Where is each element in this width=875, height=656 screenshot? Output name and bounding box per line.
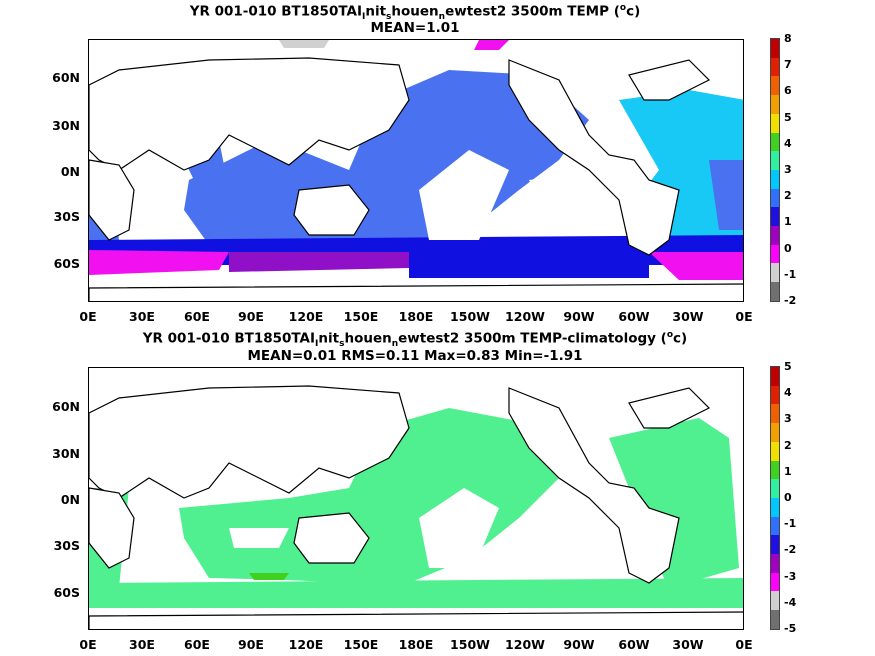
p2-lon-label: 120E (288, 637, 324, 652)
colorbar-swatch (771, 151, 779, 170)
p1-lon-label: 0E (735, 309, 753, 324)
colorbar-swatch (771, 226, 779, 245)
colorbar-label: -3 (784, 569, 797, 583)
colorbar-swatch (771, 479, 779, 498)
p1-lon-label: 150E (343, 309, 379, 324)
p2-lon-label: 90W (563, 637, 595, 652)
p1-lon-label: 90W (563, 309, 595, 324)
colorbar-swatch (771, 367, 779, 386)
p2-lat-0n: 0N (60, 492, 80, 507)
colorbar-label: 3 (784, 412, 792, 426)
colorbar-swatch (771, 591, 779, 611)
p1-lon-label: 120W (505, 309, 545, 324)
p1-lat-30n: 30N (52, 118, 80, 133)
panel1-colorbar (770, 38, 780, 302)
colorbar-swatch (771, 572, 779, 592)
p1-lon-label: 90E (238, 309, 264, 324)
colorbar-label: -2 (784, 543, 797, 557)
panel2-stats: MEAN=0.01 RMS=0.11 Max=0.83 Min=-1.91 (247, 348, 583, 364)
colorbar-label: 2 (784, 189, 792, 203)
colorbar-swatch (771, 169, 779, 189)
colorbar-label: -5 (784, 622, 797, 635)
colorbar-swatch (771, 423, 779, 442)
colorbar-swatch (771, 57, 779, 77)
p1-lon-label: 180E (398, 309, 434, 324)
p1-lon-label: 120E (288, 309, 324, 324)
p2-lat-30s: 30S (53, 538, 80, 553)
colorbar-label: -4 (784, 595, 797, 609)
p2-lon-label: 60W (618, 637, 650, 652)
panel2-map (88, 367, 744, 630)
colorbar-swatch (771, 282, 779, 301)
p2-lat-60n: 60N (52, 399, 80, 414)
colorbar-label: -2 (784, 294, 797, 307)
colorbar-label: 5 (784, 360, 792, 373)
colorbar-swatch (771, 554, 779, 573)
colorbar-label: 7 (784, 58, 792, 72)
colorbar-swatch (771, 76, 779, 96)
colorbar-label: 5 (784, 110, 792, 124)
p2-lon-label: 150W (450, 637, 490, 652)
colorbar-label: 4 (784, 386, 792, 400)
p1-lon-label: 30E (129, 309, 155, 324)
p2-lon-label: 0E (79, 637, 97, 652)
p1-lat-0n: 0N (60, 164, 80, 179)
colorbar-swatch (771, 263, 779, 283)
colorbar-label: -1 (784, 267, 797, 281)
colorbar-label: 0 (784, 491, 792, 504)
colorbar-label: 4 (784, 136, 792, 150)
colorbar-swatch (771, 610, 779, 629)
colorbar-label: 3 (784, 163, 792, 176)
colorbar-label: 6 (784, 84, 792, 98)
p2-lon-label: 60E (184, 637, 210, 652)
colorbar-swatch (771, 497, 779, 517)
p2-lon-label: 0E (735, 637, 753, 652)
p2-lon-label: 30W (672, 637, 704, 652)
p1-lon-label: 30W (672, 309, 704, 324)
p2-lon-label: 180E (398, 637, 434, 652)
colorbar-label: 1 (784, 215, 792, 229)
panel1-title: YR 001-010 BT1850TAIInitshouennewtest2 3… (189, 3, 641, 23)
colorbar-swatch (771, 113, 779, 133)
colorbar-label: 1 (784, 464, 792, 478)
colorbar-swatch (771, 244, 779, 264)
p2-lon-label: 150E (343, 637, 379, 652)
panel2-colorbar (770, 366, 780, 630)
colorbar-swatch (771, 385, 779, 405)
p2-lat-30n: 30N (52, 446, 80, 461)
colorbar-swatch (771, 404, 779, 424)
p2-lat-60s: 60S (53, 585, 80, 600)
p2-lon-label: 120W (505, 637, 545, 652)
p1-lon-label: 60W (618, 309, 650, 324)
colorbar-swatch (771, 460, 779, 480)
colorbar-swatch (771, 535, 779, 555)
p1-lon-label: 0E (79, 309, 97, 324)
p2-lon-label: 30E (129, 637, 155, 652)
colorbar-swatch (771, 207, 779, 227)
panel1-map (88, 39, 744, 302)
colorbar-label: 8 (784, 32, 792, 45)
panel2-title: YR 001-010 BT1850TAIInitshouennewtest2 3… (142, 330, 688, 350)
p1-lat-30s: 30S (53, 209, 80, 224)
colorbar-swatch (771, 516, 779, 536)
panel1-stats: MEAN=1.01 (370, 20, 460, 36)
colorbar-swatch (771, 441, 779, 461)
colorbar-label: -1 (784, 517, 797, 531)
p1-lon-label: 60E (184, 309, 210, 324)
colorbar-swatch (771, 132, 779, 152)
colorbar-label: 2 (784, 438, 792, 452)
colorbar-swatch (771, 39, 779, 58)
p1-lat-60s: 60S (53, 256, 80, 271)
colorbar-label: 0 (784, 241, 792, 255)
p2-lon-label: 90E (238, 637, 264, 652)
colorbar-swatch (771, 95, 779, 114)
colorbar-swatch (771, 188, 779, 208)
p1-lat-60n: 60N (52, 70, 80, 85)
p1-lon-label: 150W (450, 309, 490, 324)
